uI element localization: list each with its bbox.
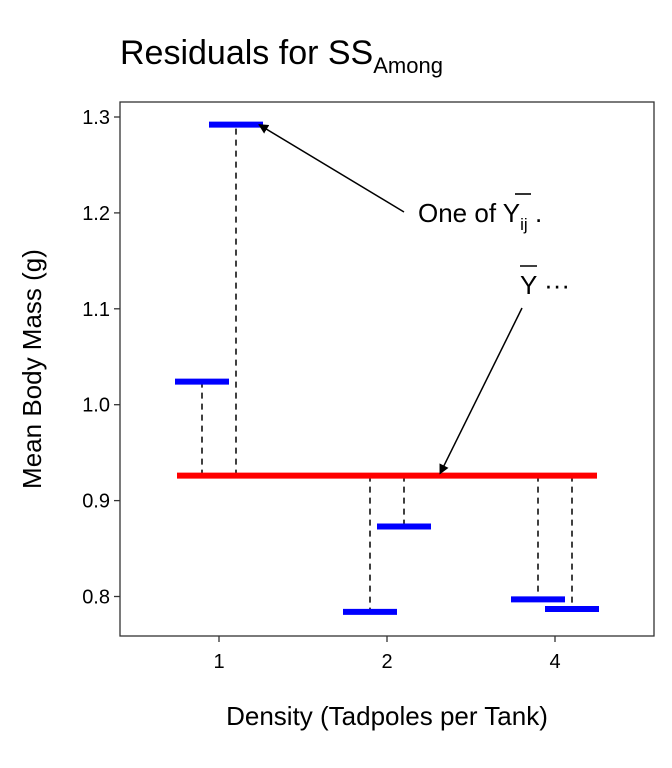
annotation-one-of-yij: One of Yij .	[418, 198, 542, 234]
y-axis: 0.8 0.9 1.0 1.1 1.2 1.3	[82, 107, 120, 609]
annotations-layer: One of Yij . Y ···	[258, 124, 570, 475]
y-axis-title: Mean Body Mass (g)	[17, 249, 47, 489]
y-tick-label: 0.8	[82, 587, 110, 609]
annotation-arrow	[258, 124, 405, 213]
x-tick-label: 4	[549, 651, 560, 673]
y-tick-label: 0.9	[82, 491, 110, 513]
plot-panel	[119, 101, 655, 637]
residual-lines	[201, 124, 573, 612]
group-means-layer	[175, 121, 599, 615]
x-tick-label: 2	[381, 651, 392, 673]
x-axis-title: Density (Tadpoles per Tank)	[226, 701, 548, 731]
y-tick-label: 1.3	[82, 107, 110, 129]
y-tick-label: 1.2	[82, 203, 110, 225]
y-tick-label: 1.0	[82, 395, 110, 417]
x-tick-label: 1	[213, 651, 224, 673]
y-tick-label: 1.1	[82, 299, 110, 321]
x-axis: 1 2 4	[213, 636, 561, 673]
chart-title: Residuals for SSAmong	[120, 34, 443, 78]
annotation-grand-mean: Y ···	[520, 270, 570, 300]
annotation-arrow	[439, 307, 523, 475]
